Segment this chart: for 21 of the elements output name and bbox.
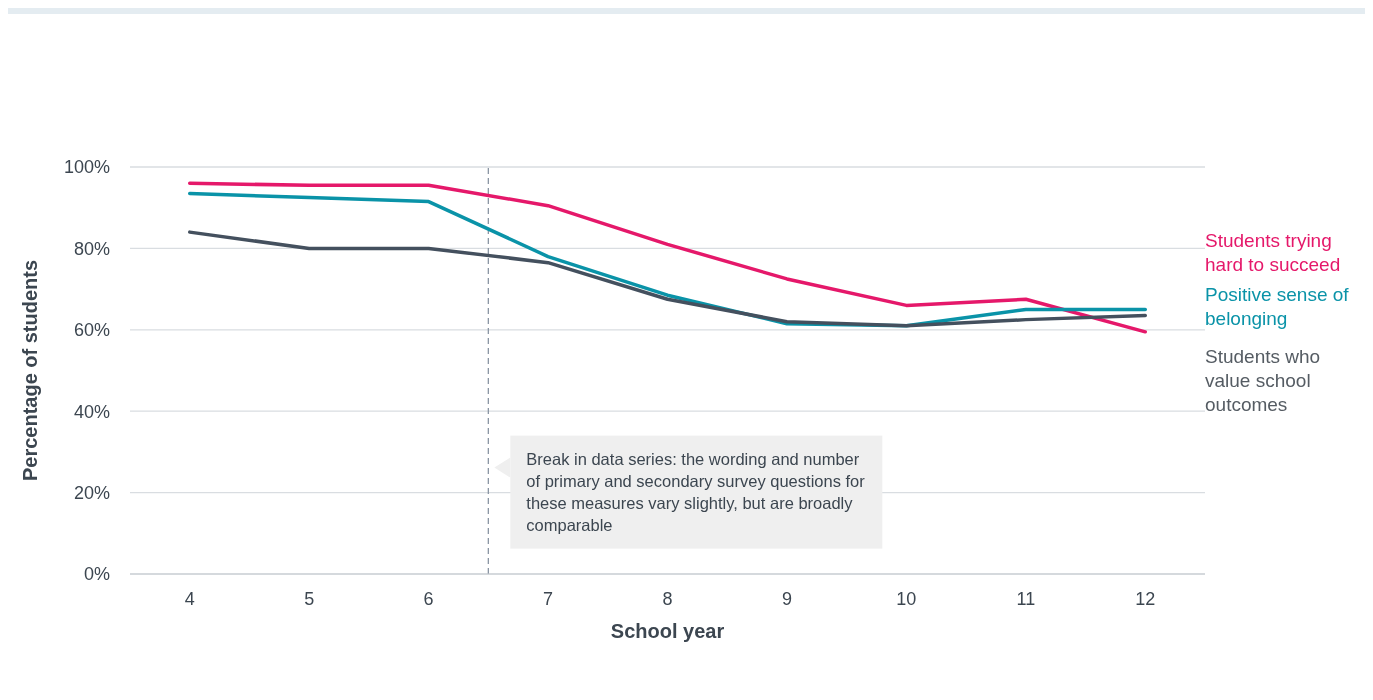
y-tick-label: 0% (83, 564, 110, 585)
x-tick-label: 12 (1135, 588, 1156, 609)
x-tick-label: 8 (662, 588, 673, 609)
line-series (187, 230, 1148, 328)
y-tick-label: 40% (73, 401, 110, 422)
x-tick-label: 9 (781, 588, 792, 609)
y-axis-title: Percentage of students (19, 259, 42, 482)
x-tick-label: 7 (543, 588, 554, 609)
y-tick-label: 20% (73, 482, 110, 503)
x-tick-label: 5 (304, 588, 315, 609)
x-tick-label: 6 (423, 588, 434, 609)
text: Positive sense of belonging (1205, 283, 1350, 331)
x-tick-label: 10 (896, 588, 917, 609)
y-tick-label: 100% (63, 157, 110, 178)
x-tick-label: 4 (184, 588, 195, 609)
x-tick-label: 11 (1016, 588, 1036, 609)
x-axis-title: School year (610, 620, 725, 642)
text: Students trying hard to succeed (1205, 229, 1342, 277)
text: Students who value school outcomes (1205, 345, 1322, 417)
y-tick-label: 60% (73, 320, 110, 341)
y-tick-label: 80% (73, 238, 110, 259)
